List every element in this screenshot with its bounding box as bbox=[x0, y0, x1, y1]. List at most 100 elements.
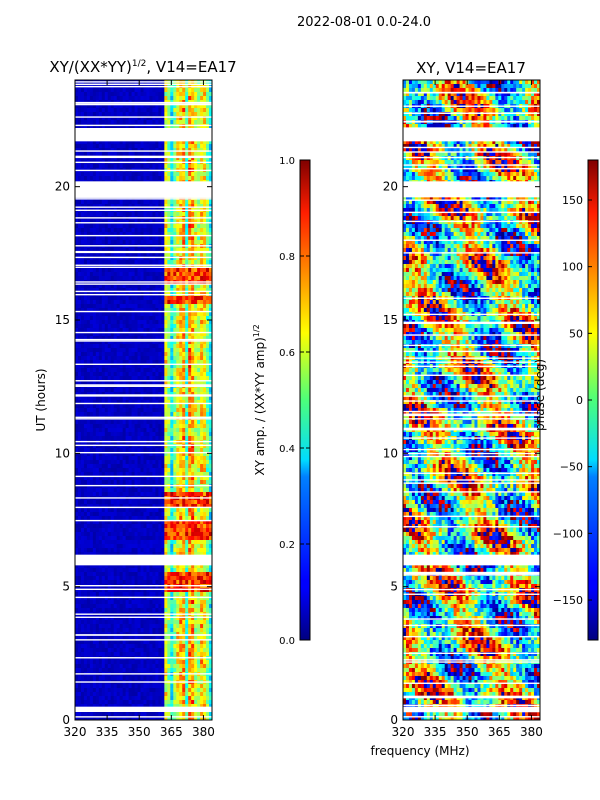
flagged-line bbox=[403, 515, 540, 518]
flagged-line bbox=[75, 310, 212, 313]
colorbar-tick-label: 0.6 bbox=[279, 348, 295, 359]
flagged-line bbox=[403, 482, 540, 484]
flagged-line bbox=[75, 596, 212, 599]
flagged-line bbox=[75, 222, 212, 224]
colorbar-tick-label: −100 bbox=[553, 527, 583, 540]
colorbar-tick-label: 150 bbox=[562, 194, 583, 207]
flagged-line bbox=[75, 338, 212, 341]
phase-panel: XY, V14=EA17 0 5 10 15 20 320 335 350 365 380 fre… bbox=[370, 59, 542, 758]
flagged-line bbox=[403, 156, 540, 159]
flagged-line bbox=[403, 191, 540, 194]
flagged-line bbox=[75, 557, 212, 560]
flagged-line bbox=[403, 716, 540, 718]
flagged-line bbox=[75, 251, 212, 254]
y-tick-label: 15 bbox=[383, 313, 398, 327]
flagged-row bbox=[75, 181, 212, 198]
flagged-line bbox=[403, 659, 540, 661]
flagged-line bbox=[403, 652, 540, 654]
flagged-line bbox=[403, 350, 540, 353]
x-tick-label: 320 bbox=[392, 725, 415, 739]
flagged-line bbox=[403, 313, 540, 316]
flagged-line bbox=[403, 121, 540, 123]
y-tick-label: 10 bbox=[55, 446, 70, 460]
y-tick-label: 0 bbox=[62, 713, 70, 727]
flagged-line bbox=[75, 416, 212, 419]
flagged-line bbox=[75, 150, 212, 152]
amplitude-flagged-rows bbox=[75, 81, 212, 718]
flagged-line bbox=[403, 695, 540, 698]
flagged-line bbox=[75, 196, 212, 198]
x-tick-label: 365 bbox=[160, 725, 183, 739]
flagged-line bbox=[75, 506, 212, 509]
amplitude-colorbar: 0.0 0.2 0.4 0.6 0.8 1.0 XY amp. / (XX*YY amp)… bbox=[252, 156, 311, 647]
flagged-line bbox=[403, 661, 540, 663]
flagged-line bbox=[75, 281, 212, 283]
flagged-line bbox=[75, 559, 212, 562]
flagged-line bbox=[75, 639, 212, 641]
amplitude-heatmap bbox=[75, 80, 212, 720]
phase-heatmap bbox=[403, 80, 540, 720]
flagged-line bbox=[75, 85, 212, 88]
amplitude-panel-title: XY/(XX*YY)1/2, V14=EA17 bbox=[49, 58, 236, 76]
flagged-line bbox=[403, 322, 540, 325]
flagged-line bbox=[403, 472, 540, 474]
flagged-line bbox=[75, 169, 212, 172]
y-tick-label: 5 bbox=[390, 580, 398, 594]
flagged-line bbox=[403, 413, 540, 415]
y-tick-label: 20 bbox=[383, 180, 398, 194]
flagged-line bbox=[403, 448, 540, 451]
flagged-line bbox=[75, 264, 212, 266]
flagged-line bbox=[75, 613, 212, 615]
flagged-line bbox=[403, 526, 540, 528]
phase-flagged-rows bbox=[403, 91, 540, 718]
colorbar-tick-label: 0.2 bbox=[279, 540, 295, 551]
flagged-line bbox=[403, 252, 540, 254]
flagged-line bbox=[403, 297, 540, 299]
flagged-line bbox=[75, 716, 212, 718]
flagged-line bbox=[403, 414, 540, 417]
colorbar-tick-label: 100 bbox=[562, 261, 583, 274]
flagged-line bbox=[75, 293, 212, 296]
flagged-line bbox=[403, 220, 540, 223]
flagged-line bbox=[403, 410, 540, 413]
flagged-line bbox=[75, 497, 212, 499]
flagged-line bbox=[75, 102, 212, 104]
flagged-line bbox=[403, 427, 540, 430]
flagged-line bbox=[403, 112, 540, 114]
amplitude-colorbar-scale bbox=[299, 159, 311, 641]
colorbar-tick-label: 0.4 bbox=[279, 444, 295, 455]
flagged-line bbox=[75, 103, 212, 106]
flagged-line bbox=[75, 657, 212, 659]
flagged-line bbox=[403, 618, 540, 620]
flagged-line bbox=[75, 266, 212, 268]
y-tick-label: 10 bbox=[383, 446, 398, 460]
flagged-line bbox=[75, 418, 212, 420]
x-tick-label: 380 bbox=[192, 725, 215, 739]
flagged-line bbox=[75, 134, 212, 136]
flagged-line bbox=[403, 357, 540, 359]
flagged-line bbox=[403, 452, 540, 455]
y-tick-label: 5 bbox=[62, 580, 70, 594]
flagged-line bbox=[403, 164, 540, 166]
flagged-line bbox=[403, 588, 540, 591]
amplitude-y-label: UT (hours) bbox=[34, 368, 48, 431]
x-tick-label: 320 bbox=[64, 725, 87, 739]
frequency-x-label: frequency (MHz) bbox=[370, 744, 469, 758]
flagged-line bbox=[403, 211, 540, 214]
flagged-line bbox=[75, 217, 212, 219]
flagged-line bbox=[75, 363, 212, 366]
flagged-line bbox=[75, 340, 212, 342]
phase-colorbar: 150 100 50 0 −50 −100 −150 phase (deg) bbox=[533, 159, 599, 641]
flagged-line bbox=[403, 635, 540, 638]
flagged-line bbox=[403, 344, 540, 347]
phase-panel-title: XY, V14=EA17 bbox=[416, 59, 526, 77]
flagged-line bbox=[75, 209, 212, 211]
flagged-row bbox=[75, 706, 212, 712]
flagged-line bbox=[75, 234, 212, 237]
flagged-line bbox=[403, 135, 540, 137]
y-tick-label: 15 bbox=[55, 313, 70, 327]
flagged-line bbox=[75, 81, 212, 83]
flagged-line bbox=[75, 616, 212, 618]
flagged-line bbox=[403, 334, 540, 336]
